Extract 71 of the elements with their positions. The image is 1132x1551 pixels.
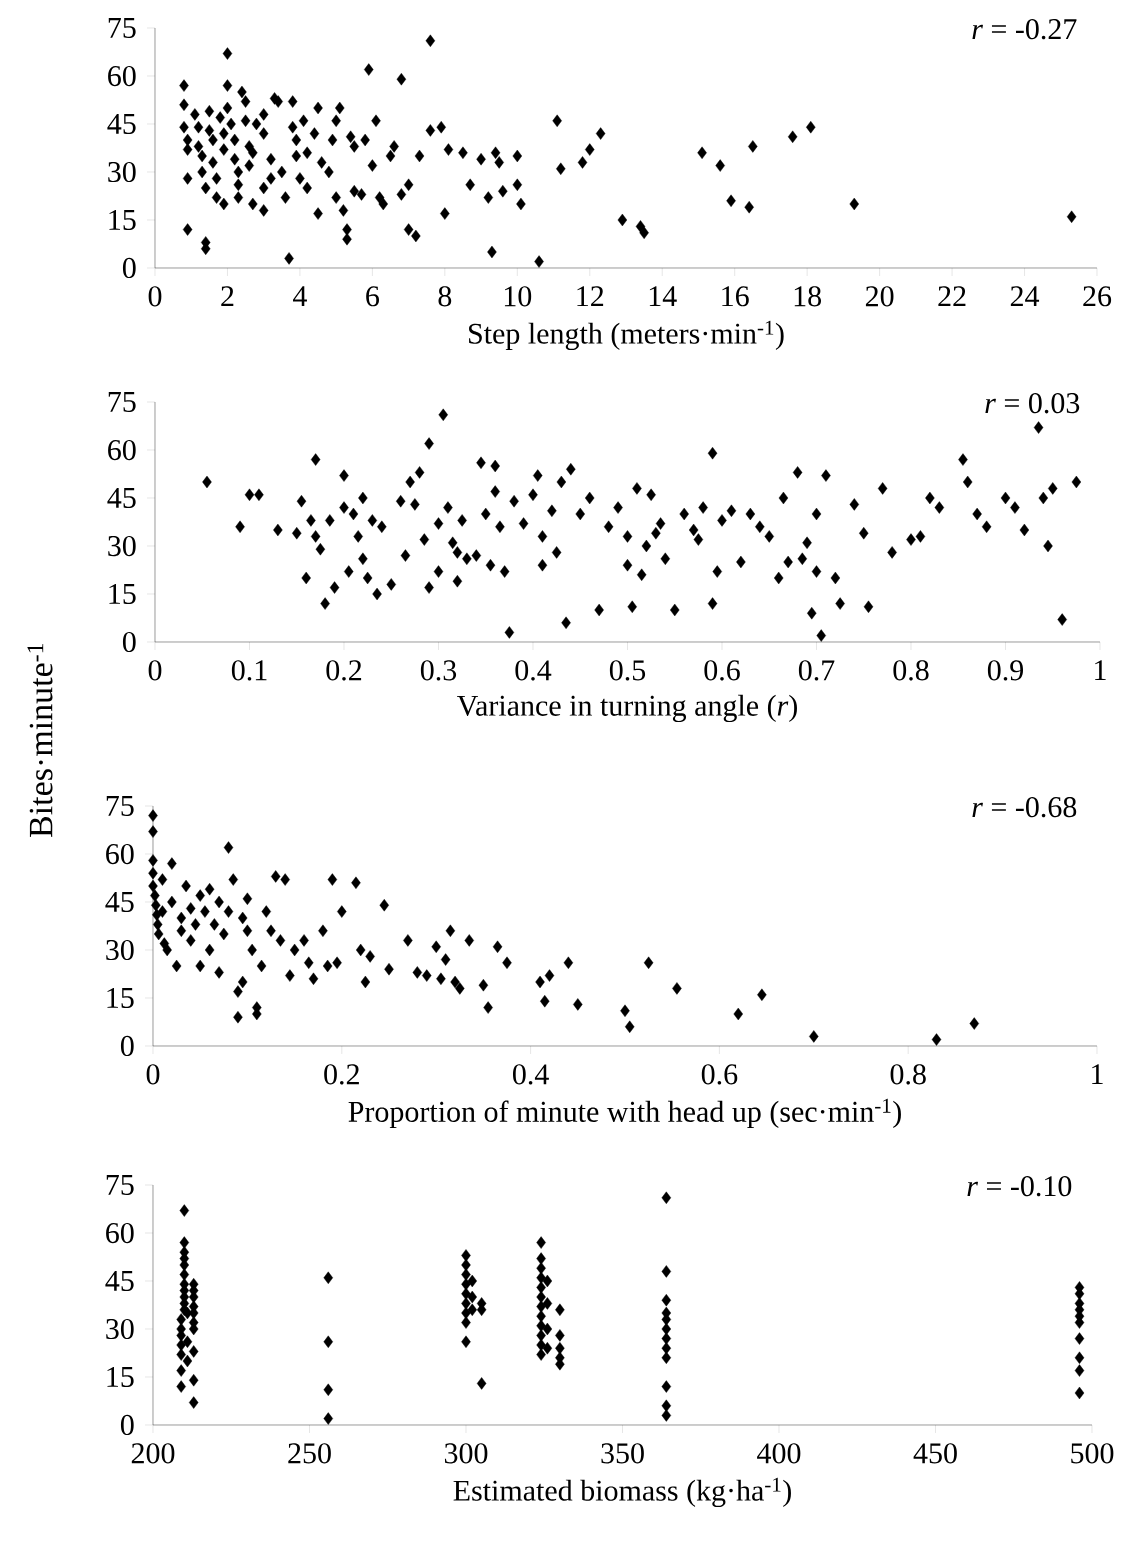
annotation: r = -0.27 [972,19,1077,40]
x-tick-label: 0.6 [704,660,740,681]
x-tick-label: 200 [131,1443,175,1464]
y-tick-label: 15 [109,583,136,605]
y-tick-label: 0 [120,1414,134,1436]
x-tick-label: 0.5 [609,660,646,681]
x-tick-label: 16 [722,286,749,307]
y-tick-label: 75 [106,796,134,816]
x-tick-label: 1 [1092,1064,1103,1084]
y-tick-label: 60 [106,843,134,865]
x-tick-label: 450 [913,1443,957,1464]
x-tick-label: 0.4 [512,1064,549,1085]
x-tick-label: 400 [757,1443,801,1464]
y-tick-label: 60 [108,65,136,87]
y-tick-label: 30 [106,939,134,961]
x-tick-label: 500 [1071,1443,1114,1464]
y-tick-label: 60 [108,439,136,461]
x-tick-label: 0 [148,286,162,307]
y-tick-label: 75 [108,18,136,38]
y-tick-label: 0 [122,257,136,279]
y-tick-label: 0 [120,1035,134,1057]
y-tick-label: 45 [107,113,136,135]
y-tick-label: 30 [106,1318,134,1340]
x-tick-label: 0.2 [326,660,362,681]
x-tick-label: 2 [221,286,234,307]
x-tick-label: 0.3 [420,660,457,681]
x-axis-title: Step length (meters·min$^{-1}$) [469,320,784,351]
x-tick-label: 350 [601,1443,644,1464]
x-tick-label: 8 [438,286,452,307]
y-tick-label: 75 [108,392,136,412]
x-tick-label: 4 [293,286,307,306]
annotation: r = -0.10 [967,1176,1072,1197]
x-tick-label: 0.4 [515,660,552,681]
x-tick-label: 12 [577,286,604,307]
x-tick-label: 0.8 [890,1064,926,1085]
x-tick-label: 22 [938,286,966,307]
y-tick-label: 45 [105,1270,134,1292]
y-tick-label: 45 [105,891,134,913]
x-tick-label: 6 [366,286,379,307]
x-tick-label: 0.7 [798,660,835,681]
y-tick-label: 15 [107,1366,134,1388]
x-tick-label: 14 [649,286,677,306]
x-tick-label: 26 [1083,286,1112,307]
y-tick-label: 0 [122,631,136,653]
y-tick-label: 15 [109,209,136,231]
x-tick-label: 20 [865,286,894,307]
x-tick-label: 1 [1095,660,1106,680]
x-tick-label: 0.2 [324,1064,359,1085]
x-tick-label: 0.9 [987,660,1024,681]
y-tick-label: 30 [108,535,136,557]
y-tick-label: 15 [107,987,134,1009]
x-axis-title: Variance in turning angle (r) [457,694,797,723]
x-axis-title: Estimated biomass (kg·ha$^{-1}$) [453,1477,791,1507]
y-axis-title: Bites·minute$^{-1}$ [27,643,53,837]
y-tick-label: 60 [106,1222,134,1244]
y-tick-label: 75 [106,1175,134,1195]
y-tick-label: 30 [108,161,136,183]
x-tick-label: 10 [504,286,532,307]
annotation: r = -0.68 [972,797,1077,818]
x-tick-label: 0.1 [231,660,267,681]
x-tick-label: 0.8 [893,660,929,681]
x-tick-label: 0.6 [701,1064,738,1085]
x-tick-label: 18 [794,286,822,307]
x-tick-label: 250 [288,1443,331,1464]
x-tick-label: 0 [148,660,162,681]
x-tick-label: 300 [444,1443,488,1464]
x-axis-title: Proportion of minute with head up (sec·min$^{-1}$) [348,1098,901,1129]
y-tick-label: 45 [107,487,136,509]
annotation: r = 0.03 [985,393,1080,414]
x-tick-label: 0 [146,1064,160,1085]
x-tick-label: 24 [1010,286,1040,307]
